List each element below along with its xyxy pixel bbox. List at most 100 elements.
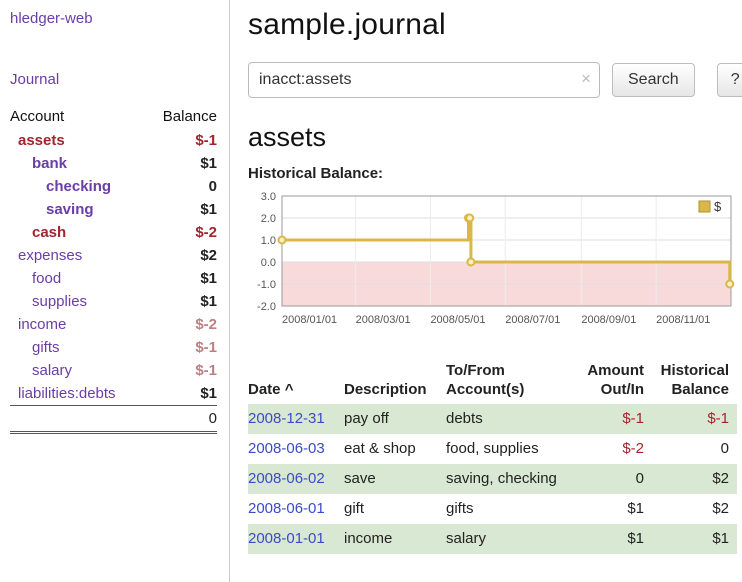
x-tick-label: 2008/07/01 <box>505 314 560 326</box>
accounts-table: Account Balance assets $-1 bank $1 checking 0… <box>10 106 217 434</box>
account-name-cell: checking <box>10 175 147 198</box>
header-date-label: Date <box>248 381 281 398</box>
account-name-cell: salary <box>10 359 147 382</box>
transaction-date-link[interactable]: 2008-06-03 <box>248 440 325 457</box>
register-table: Date ^ Description To/From Account(s) Am… <box>248 358 737 554</box>
account-name-cell: supplies <box>10 290 147 313</box>
accounts-header-account: Account <box>10 108 65 125</box>
account-link[interactable]: food <box>32 270 62 287</box>
y-tick-label: 0.0 <box>261 257 276 269</box>
accounts-header-balance: Balance <box>162 108 217 125</box>
account-balance: $1 <box>200 385 217 402</box>
transaction-accounts: gifts <box>446 500 474 517</box>
account-link[interactable]: liabilities:debts <box>18 385 116 402</box>
register-row: 2008-06-02 save saving, checking 0 $2 <box>248 464 737 494</box>
help-button[interactable]: ? <box>716 63 742 97</box>
account-link[interactable]: salary <box>32 362 73 379</box>
data-point <box>466 257 476 267</box>
account-balance: $-1 <box>195 362 217 379</box>
account-row: liabilities:debts $1 <box>10 382 217 406</box>
page-title: sample.journal <box>248 8 446 41</box>
transaction-balance: $-1 <box>707 410 729 427</box>
transaction-amount: 0 <box>635 470 644 487</box>
transaction-amount: $1 <box>627 500 644 517</box>
x-tick-label: 2008/09/01 <box>581 314 636 326</box>
account-link[interactable]: income <box>18 316 67 333</box>
account-row: checking 0 <box>10 175 217 198</box>
app-title-link[interactable]: hledger-web <box>10 10 93 27</box>
account-link[interactable]: bank <box>32 155 68 172</box>
account-row: assets $-1 <box>10 129 217 152</box>
account-link[interactable]: checking <box>46 178 112 195</box>
search-bar: × Search ? <box>248 62 742 98</box>
transaction-accounts: debts <box>446 410 483 427</box>
account-name-cell: cash <box>10 221 147 244</box>
account-row: gifts $-1 <box>10 336 217 359</box>
transaction-description: gift <box>344 500 365 517</box>
transaction-date-cell: 2008-06-01 <box>248 494 344 524</box>
transaction-date-cell: 2008-12-31 <box>248 404 344 434</box>
account-balance: $-1 <box>195 339 217 356</box>
account-row: saving $1 <box>10 198 217 221</box>
header-date[interactable]: Date ^ <box>248 358 344 404</box>
account-name-cell: gifts <box>10 336 147 359</box>
account-row: income $-2 <box>10 313 217 336</box>
account-balance: $-2 <box>195 224 217 241</box>
header-balance: Historical Balance <box>660 362 729 398</box>
x-tick-label: 2008/05/01 <box>430 314 485 326</box>
accounts-header-row: Account Balance <box>10 106 217 129</box>
search-input-wrap: × <box>248 62 600 98</box>
transaction-date-link[interactable]: 2008-12-31 <box>248 410 325 427</box>
account-link[interactable]: saving <box>46 201 94 218</box>
x-tick-label: 2008/11/01 <box>656 314 710 326</box>
transaction-date-link[interactable]: 2008-01-01 <box>248 530 325 547</box>
transaction-balance: $2 <box>712 500 729 517</box>
account-link[interactable]: gifts <box>32 339 60 356</box>
search-input[interactable] <box>248 62 600 98</box>
x-tick-label: 2008/01/01 <box>282 314 337 326</box>
transaction-accounts: salary <box>446 530 487 547</box>
account-row: bank $1 <box>10 152 217 175</box>
sidebar: hledger-web Journal Account Balance asse… <box>0 0 230 582</box>
register-header-row: Date ^ Description To/From Account(s) Am… <box>248 358 737 404</box>
header-accounts: To/From Account(s) <box>446 362 525 398</box>
transaction-amount: $-2 <box>622 440 644 457</box>
transaction-date-link[interactable]: 2008-06-01 <box>248 500 325 517</box>
account-name-cell: assets <box>10 129 147 152</box>
register-row: 2008-06-01 gift gifts $1 $2 <box>248 494 737 524</box>
transaction-amount: $1 <box>627 530 644 547</box>
account-heading: assets <box>248 122 327 152</box>
accounts-total-row: 0 <box>10 405 217 434</box>
y-tick-label: 1.0 <box>261 235 276 247</box>
transaction-description: save <box>344 470 376 487</box>
transaction-balance: $1 <box>712 530 729 547</box>
y-tick-label: -1.0 <box>257 279 276 291</box>
account-name-cell: food <box>10 267 147 290</box>
register-row: 2008-01-01 income salary $1 $1 <box>248 524 737 554</box>
account-link[interactable]: cash <box>32 224 67 241</box>
register-row: 2008-12-31 pay off debts $-1 $-1 <box>248 404 737 434</box>
account-name-cell: liabilities:debts <box>10 382 147 406</box>
register-row: 2008-06-03 eat & shop food, supplies $-2 0 <box>248 434 737 464</box>
journal-link[interactable]: Journal <box>10 71 60 88</box>
plot-border <box>281 195 732 307</box>
clear-search-icon[interactable]: × <box>581 69 591 88</box>
account-row: salary $-1 <box>10 359 217 382</box>
x-tick-label: 2008/03/01 <box>356 314 411 326</box>
account-balance: 0 <box>208 178 217 195</box>
y-tick-label: 2.0 <box>261 213 276 225</box>
account-link[interactable]: supplies <box>32 293 88 310</box>
account-balance: $1 <box>200 155 217 172</box>
account-link[interactable]: expenses <box>18 247 83 264</box>
historical-balance-chart[interactable]: 3.0 2.0 1.0 0.0 -1.0 -2.0 2008/01/01 2008/03/01… <box>248 190 735 340</box>
account-balance: $1 <box>200 270 217 287</box>
account-balance: $2 <box>200 247 217 264</box>
transaction-date-link[interactable]: 2008-06-02 <box>248 470 325 487</box>
transaction-description: pay off <box>344 410 389 427</box>
account-row: food $1 <box>10 267 217 290</box>
search-button[interactable]: Search <box>612 63 695 97</box>
y-tick-label: 3.0 <box>261 191 276 203</box>
account-name-cell: bank <box>10 152 147 175</box>
account-link[interactable]: assets <box>18 132 65 149</box>
transaction-balance: 0 <box>720 440 729 457</box>
